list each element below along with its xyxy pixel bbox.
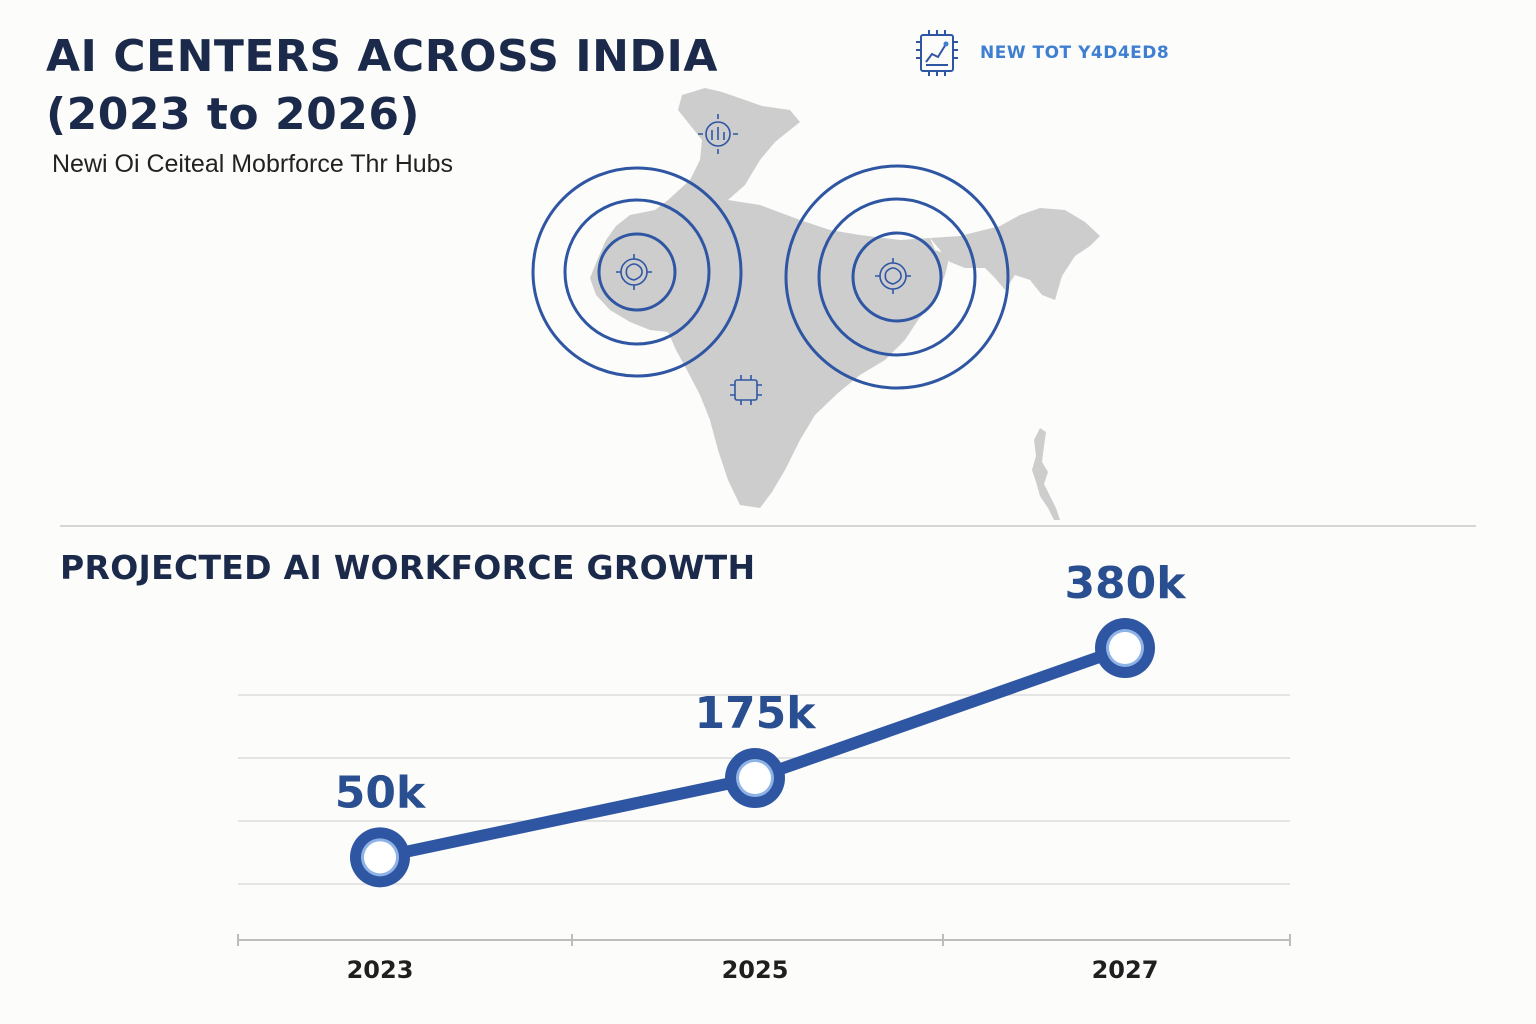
data-point bbox=[725, 748, 785, 809]
chip-chart-icon bbox=[916, 30, 958, 76]
hub-rings-west bbox=[531, 166, 743, 378]
chart-title: PROJECTED AI WORKFORCE GROWTH bbox=[60, 548, 756, 587]
page-title: AI CENTERS ACROSS INDIA (2023 to 2026) bbox=[46, 28, 718, 144]
section-divider bbox=[60, 525, 1476, 527]
chip-icon bbox=[730, 375, 762, 405]
india-map bbox=[531, 88, 1100, 520]
title-line-2: (2023 to 2026) bbox=[46, 89, 421, 140]
brand-badge: NEW TOT Y4D4ED8 bbox=[912, 28, 1169, 78]
data-label: 50k bbox=[335, 767, 427, 818]
x-tick-label: 2027 bbox=[1092, 956, 1159, 984]
title-line-1: AI CENTERS ACROSS INDIA bbox=[46, 31, 718, 82]
x-tick-label: 2023 bbox=[347, 956, 414, 984]
subtitle: Newi Oi Ceiteal Mobrforce Thr Hubs bbox=[52, 150, 454, 178]
circuit-hub-icon bbox=[698, 114, 738, 154]
data-point bbox=[1095, 618, 1155, 678]
northeast-region bbox=[930, 208, 1100, 300]
brain-hub-icon bbox=[616, 254, 652, 290]
data-label: 380k bbox=[1064, 558, 1187, 609]
andaman-islands bbox=[1032, 428, 1060, 520]
data-label: 175k bbox=[694, 688, 817, 739]
brain-hub-icon bbox=[875, 258, 911, 294]
brand-text: NEW TOT Y4D4ED8 bbox=[980, 43, 1170, 63]
india-mainland bbox=[590, 88, 950, 508]
x-tick-label: 2025 bbox=[722, 956, 789, 984]
hub-rings-east bbox=[784, 164, 1010, 390]
data-point bbox=[350, 827, 410, 888]
